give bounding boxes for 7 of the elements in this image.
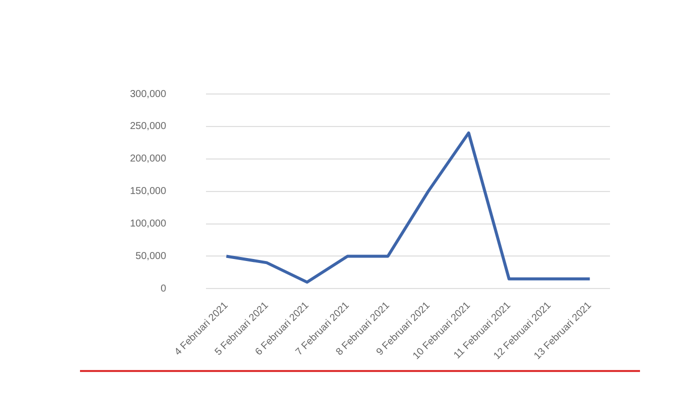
y-tick-label: 250,000 bbox=[130, 121, 167, 132]
y-tick-label: 150,000 bbox=[130, 186, 167, 198]
y-tick-label: 300,000 bbox=[130, 88, 167, 100]
y-tick-label: 200,000 bbox=[130, 154, 167, 165]
y-tick-label: 0 bbox=[160, 283, 167, 294]
y-tick-label: 50,000 bbox=[136, 250, 167, 262]
y-tick-label: 100,000 bbox=[130, 218, 167, 230]
